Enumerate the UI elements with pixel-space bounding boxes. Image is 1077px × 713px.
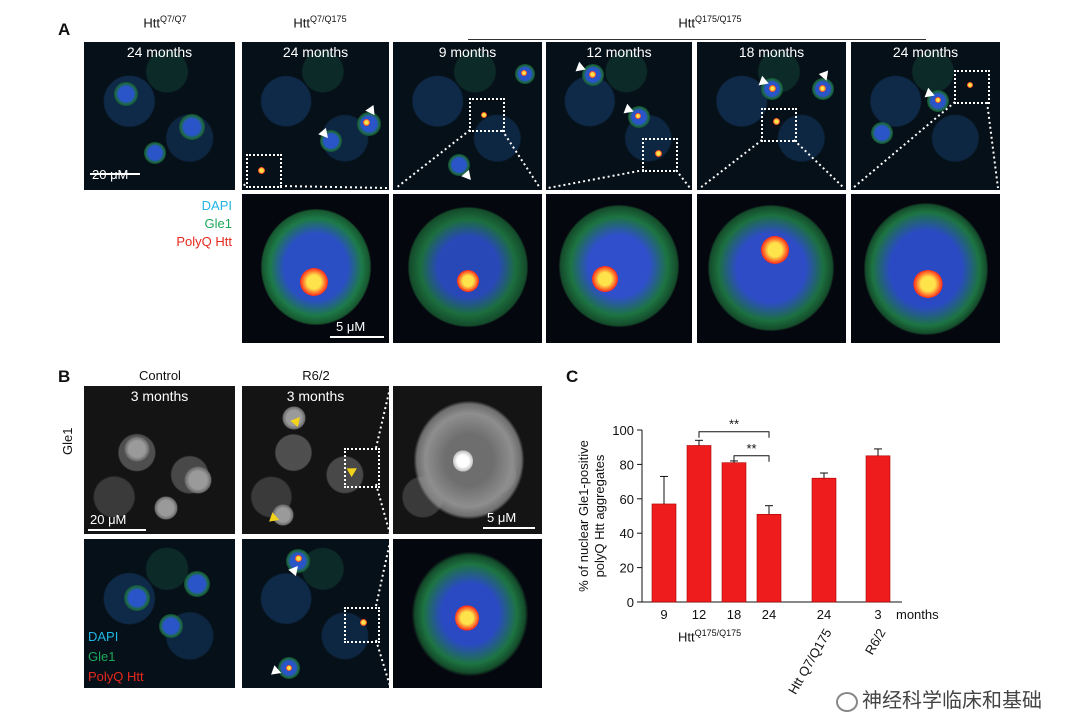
scale-label: 5 μM — [487, 510, 517, 525]
tile-label: 9 months — [438, 44, 497, 60]
significance-bracket — [733, 455, 770, 462]
header-q7-q7: HttQ7/Q7 — [143, 14, 187, 31]
x-tick-label: 12 — [692, 607, 706, 622]
header-r6-2: R6/2 — [302, 368, 330, 383]
bar — [756, 513, 782, 603]
panel-letter-a: A — [58, 20, 71, 39]
zoom-r6-2-gle1: 5 μM — [393, 386, 542, 534]
legend-polyq-a: PolyQ Htt — [176, 234, 232, 249]
x-tick-label: 9 — [660, 607, 667, 622]
zoom-box — [344, 448, 380, 488]
header-q7-q175: HttQ7/Q175 — [293, 14, 347, 31]
x-group-label-r6-2: R6/2 — [862, 626, 889, 657]
significance-label: ** — [729, 417, 739, 432]
legend-gle1-a: Gle1 — [204, 216, 232, 231]
micrograph-r6-2-gle1: 3 months — [242, 386, 389, 534]
wechat-icon — [836, 691, 858, 712]
tile-label: 3 months — [286, 388, 345, 404]
legend-gle1-b: Gle1 — [88, 649, 116, 664]
panel-letter-c: C — [566, 367, 579, 386]
bar — [865, 455, 891, 603]
y-tick-label: 40 — [620, 526, 634, 541]
scale-bar — [330, 336, 384, 338]
bar — [651, 503, 677, 603]
tile-label: 24 months — [892, 44, 959, 60]
legend-polyq-b: PolyQ Htt — [88, 669, 144, 684]
scale-label: 20 μM — [92, 167, 129, 182]
bar — [686, 445, 712, 603]
zoom-q175-18m — [697, 194, 846, 343]
zoom-connectors-a — [243, 101, 999, 189]
bar-chart: 0 20 40 60 80 100 % of nuclear Gle1-positivepo… — [576, 417, 939, 697]
scale-label: 20 μM — [90, 512, 127, 527]
zoom-box — [469, 98, 505, 132]
tile-label: 24 months — [282, 44, 349, 60]
micrograph-control-merge: DAPI Gle1 PolyQ Htt — [84, 539, 235, 688]
y-tick-label: 60 — [620, 492, 634, 507]
y-axis-label: % of nuclear Gle1-positivepolyQ Htt aggr… — [576, 440, 607, 592]
micrograph-control-gle1: 3 months 20 μM — [84, 386, 235, 534]
scale-bar — [483, 527, 535, 529]
panel-letter-b: B — [58, 367, 71, 386]
zoom-r6-2-merge — [393, 539, 542, 688]
zoom-q7-q175: 5 μM — [242, 194, 389, 343]
header-q175-q175: HttQ175/Q175 — [678, 14, 742, 31]
tile-label: 18 months — [738, 44, 805, 60]
bar — [721, 462, 747, 603]
micrograph-q175-18m: 18 months — [697, 42, 846, 190]
zoom-box — [954, 70, 990, 104]
micrograph-r6-2-merge — [242, 539, 389, 688]
micrograph-q7-q175-24m: 24 months — [242, 42, 389, 190]
y-tick-label: 100 — [612, 423, 634, 438]
micrograph-q7-24m: 24 months 20 μM — [84, 42, 235, 190]
y-tick-label: 20 — [620, 561, 634, 576]
x-unit-label: months — [896, 607, 939, 622]
zoom-box — [344, 607, 380, 643]
header-bracket-line — [468, 39, 926, 40]
micrograph-q175-24m: 24 months — [851, 42, 1000, 190]
y-tick-label: 80 — [620, 457, 634, 472]
x-tick-label: 24 — [817, 607, 831, 622]
scale-label: 5 μM — [336, 319, 366, 334]
significance-label: ** — [746, 441, 756, 456]
tile-label: 24 months — [126, 44, 193, 60]
bar — [811, 477, 837, 603]
zoom-box — [761, 108, 797, 142]
significance-bracket — [698, 431, 770, 438]
micrograph-q175-9m: 9 months — [393, 42, 542, 190]
x-group-label-q7-q175: Htt Q7/Q175 — [785, 626, 834, 697]
tile-label: 12 months — [586, 44, 652, 60]
zoom-box — [246, 154, 282, 188]
scale-bar — [90, 173, 140, 175]
watermark: 神经科学临床和基础 — [836, 684, 1042, 713]
x-tick-label: 24 — [762, 607, 776, 622]
zoom-q175-12m — [546, 194, 692, 343]
x-tick-label: 18 — [727, 607, 741, 622]
group-label-q175: HttQ175/Q175 — [678, 628, 742, 645]
scale-bar — [88, 529, 146, 531]
legend-dapi-a: DAPI — [201, 198, 232, 213]
y-tick-label: 0 — [627, 595, 634, 610]
tile-label: 3 months — [130, 388, 189, 404]
zoom-q175-9m — [393, 194, 542, 343]
zoom-q175-24m — [851, 194, 1000, 343]
x-tick-label: 3 — [874, 607, 881, 622]
zoom-connectors-b — [375, 387, 391, 687]
header-control: Control — [139, 368, 181, 383]
micrograph-q175-12m: 12 months — [546, 42, 692, 190]
legend-dapi-b: DAPI — [88, 629, 119, 644]
zoom-box — [642, 138, 678, 172]
